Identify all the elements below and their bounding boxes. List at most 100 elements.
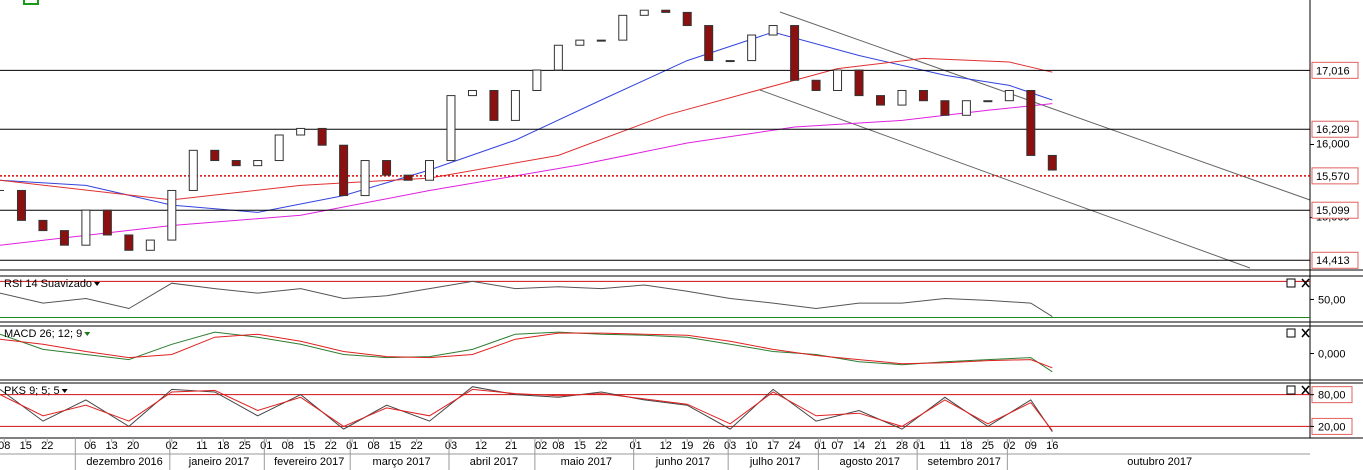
x-tick-label: 07 xyxy=(831,440,843,452)
x-tick-label: 12 xyxy=(475,440,487,452)
candle xyxy=(1047,154,1057,171)
candle xyxy=(425,160,435,181)
x-tick-label: 06 xyxy=(84,440,96,452)
maximize-button[interactable] xyxy=(1286,328,1296,338)
y-tick-label: 80,00 xyxy=(1318,390,1346,402)
candle xyxy=(446,95,456,162)
x-tick-label: 16 xyxy=(1046,440,1058,452)
maximize-button[interactable] xyxy=(1286,385,1296,395)
x-tick-label: 09 xyxy=(1025,440,1037,452)
candle xyxy=(317,127,327,146)
candle xyxy=(510,89,520,121)
x-tick-label: 15 xyxy=(389,440,401,452)
x-tick-label: 08 xyxy=(552,440,564,452)
candle xyxy=(811,79,821,91)
level-box xyxy=(1311,120,1359,138)
month-label: agosto 2017 xyxy=(839,456,900,468)
x-tick-label: 12 xyxy=(660,440,672,452)
month-label: março 2017 xyxy=(373,456,431,468)
candle xyxy=(918,89,928,102)
month-label: dezembro 2016 xyxy=(86,456,162,468)
close-button[interactable] xyxy=(1301,328,1310,338)
candle xyxy=(725,60,735,63)
x-tick-label: 15 xyxy=(20,440,32,452)
candle xyxy=(296,127,306,136)
x-tick-label: 17 xyxy=(767,440,779,452)
moving-average xyxy=(0,57,1053,201)
level-label: 16,209 xyxy=(1316,124,1350,136)
x-tick-label: 02 xyxy=(166,440,178,452)
x-tick-label: 01 xyxy=(346,440,358,452)
dropdown-arrow[interactable] xyxy=(94,282,101,286)
candle xyxy=(360,160,370,197)
candle xyxy=(704,25,714,62)
candle xyxy=(16,189,26,221)
x-tick-label: 01 xyxy=(814,440,826,452)
dropdown-arrow[interactable] xyxy=(61,389,68,393)
candle xyxy=(38,219,48,232)
candle xyxy=(961,100,971,116)
month-label: junho 2017 xyxy=(655,456,710,468)
candle xyxy=(59,230,69,246)
panel-title: PKS 9; 5; 5 xyxy=(4,385,60,397)
month-label: fevereiro 2017 xyxy=(274,456,344,468)
x-tick-label: 28 xyxy=(896,440,908,452)
candle xyxy=(682,11,692,27)
x-tick-label: 15 xyxy=(574,440,586,452)
dropdown-arrow[interactable] xyxy=(84,332,91,336)
x-tick-label: 21 xyxy=(874,440,886,452)
candle xyxy=(210,149,220,162)
month-label: outubro 2017 xyxy=(1127,456,1192,468)
month-label: julho 2017 xyxy=(749,456,801,468)
candle xyxy=(253,160,263,167)
x-tick-label: 08 xyxy=(368,440,380,452)
level-label: 15,570 xyxy=(1316,171,1350,183)
candle xyxy=(102,209,112,236)
month-label: abril 2017 xyxy=(470,456,518,468)
x-tick-label: 11 xyxy=(196,440,207,452)
x-tick-label: 03 xyxy=(445,440,457,452)
indicator-line xyxy=(0,332,1053,369)
x-tick-label: 02 xyxy=(1003,440,1015,452)
candle xyxy=(833,69,843,91)
x-tick-label: 24 xyxy=(788,440,800,452)
candle xyxy=(167,189,177,241)
candle xyxy=(403,174,413,181)
candle xyxy=(747,34,757,62)
candle xyxy=(467,89,477,97)
candle xyxy=(940,100,950,116)
x-tick-label: 01 xyxy=(630,440,642,452)
candle xyxy=(897,89,907,106)
maximize-button[interactable] xyxy=(1286,278,1296,288)
level-box xyxy=(1311,201,1359,219)
x-tick-label: 22 xyxy=(41,440,53,452)
candle xyxy=(639,9,649,16)
x-tick-label: 22 xyxy=(595,440,607,452)
close-button[interactable] xyxy=(1301,385,1310,395)
panel-title: RSI 14 Suavizado xyxy=(4,278,92,290)
x-tick-label: 22 xyxy=(410,440,422,452)
y-tick-label: 20,00 xyxy=(1318,421,1346,433)
x-tick-label: 10 xyxy=(746,440,758,452)
candle xyxy=(875,95,885,106)
candle xyxy=(596,39,606,42)
x-tick-label: 25 xyxy=(239,440,251,452)
x-tick-label: 03 xyxy=(724,440,736,452)
level-label: 14,413 xyxy=(1316,255,1350,267)
level-label: 17,016 xyxy=(1316,65,1350,77)
candle xyxy=(661,9,671,13)
x-tick-label: 20 xyxy=(127,440,139,452)
x-tick-label: 18 xyxy=(217,440,229,452)
candle xyxy=(618,14,628,41)
close-button[interactable] xyxy=(1301,278,1310,288)
candle xyxy=(489,89,499,121)
candle xyxy=(231,160,241,167)
indicator-line xyxy=(0,331,1053,373)
candle xyxy=(188,149,198,191)
x-tick-label: 13 xyxy=(106,440,118,452)
trend-line xyxy=(779,11,1311,201)
x-tick-label: 08 xyxy=(0,440,10,452)
y-tick-label: 16,000 xyxy=(1316,138,1350,150)
month-label: maio 2017 xyxy=(561,456,612,468)
